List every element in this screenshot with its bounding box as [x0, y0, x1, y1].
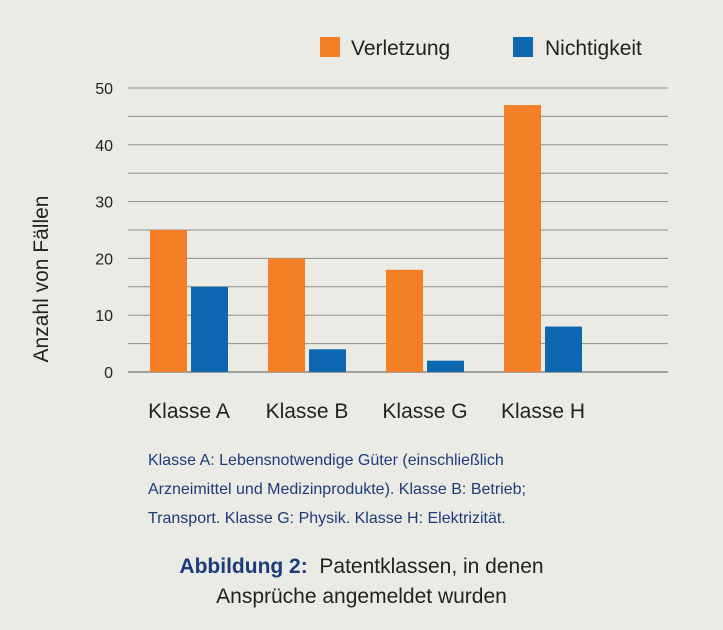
caption-text-2: Ansprüche angemeldet wurden — [0, 582, 723, 612]
figure-caption: Abbildung 2: Patentklassen, in denen Ans… — [0, 552, 723, 612]
bar-nichtigkeit-klasse-g — [427, 361, 464, 372]
y-tick-label: 0 — [104, 365, 113, 382]
bar-chart: 01020304050 Klasse AKlasse BKlasse GKlas… — [0, 0, 723, 445]
footnote: Klasse A: Lebensnotwendige Güter (einsch… — [148, 446, 648, 533]
caption-line-1: Abbildung 2: Patentklassen, in denen — [0, 552, 723, 582]
y-tick-label: 40 — [95, 138, 113, 155]
caption-label: Abbildung 2: — [179, 555, 307, 578]
legend-label: Verletzung — [351, 37, 450, 60]
legend-swatch — [320, 37, 340, 57]
y-axis-label: Anzahl von Fällen — [30, 196, 53, 363]
y-axis-ticks: 0 10 20 30 40 50 — [95, 81, 113, 382]
bar-verletzung-klasse-b — [268, 258, 305, 372]
y-tick-label: 30 — [95, 195, 113, 212]
footnote-line: Klasse A: Lebensnotwendige Güter (einsch… — [148, 446, 648, 475]
bar-nichtigkeit-klasse-a — [191, 287, 228, 372]
x-category-label: Klasse H — [501, 400, 585, 423]
bar-verletzung-klasse-a — [150, 230, 187, 372]
bar-verletzung-klasse-g — [386, 270, 423, 372]
bar-nichtigkeit-klasse-b — [309, 349, 346, 372]
legend: Verletzung Nichtigkeit — [320, 37, 642, 60]
legend-swatch — [513, 37, 533, 57]
y-tick-label: 20 — [95, 251, 113, 268]
legend-label: Nichtigkeit — [545, 37, 642, 60]
bar-verletzung-klasse-h — [504, 105, 541, 372]
bar-nichtigkeit-klasse-h — [545, 327, 582, 372]
y-tick-label: 10 — [95, 308, 113, 325]
y-tick-label: 50 — [95, 81, 113, 98]
footnote-line: Transport. Klasse G: Physik. Klasse H: E… — [148, 504, 648, 533]
caption-text-1: Patentklassen, in denen — [319, 555, 543, 578]
x-category-label: Klasse B — [266, 400, 349, 423]
x-axis-categories: Klasse A Klasse B Klasse G Klasse H — [148, 400, 585, 423]
x-category-label: Klasse G — [382, 400, 467, 423]
x-category-label: Klasse A — [148, 400, 230, 423]
footnote-line: Arzneimittel und Medizinprodukte). Klass… — [148, 475, 648, 504]
